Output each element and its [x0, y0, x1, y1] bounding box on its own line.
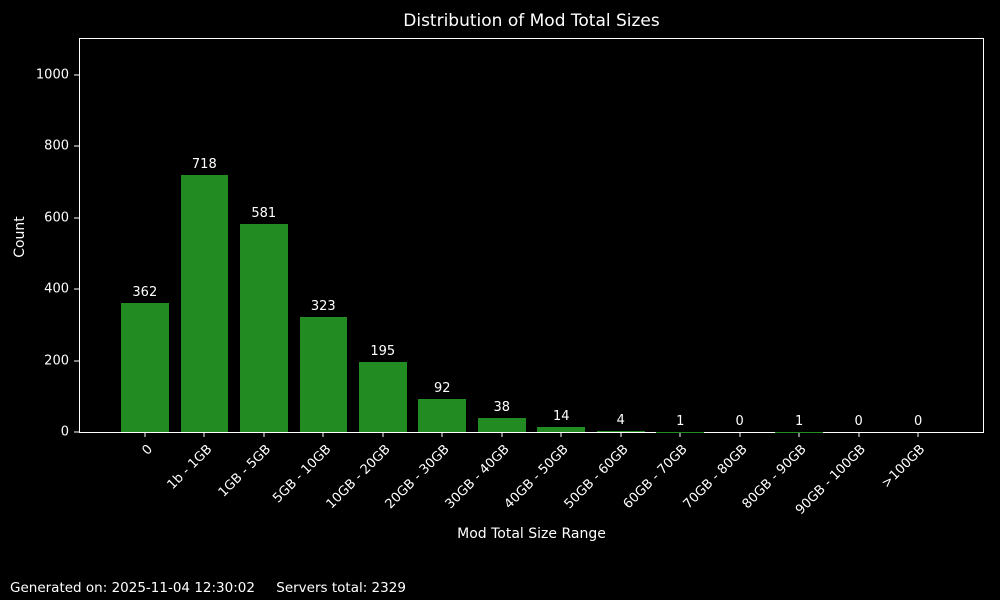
x-tick: [798, 433, 800, 437]
bar-value-label: 581: [251, 206, 277, 222]
x-tick: [679, 433, 681, 437]
y-tick: [74, 145, 79, 147]
x-tick: [501, 433, 503, 437]
y-tick: [74, 217, 79, 219]
bar: [240, 224, 288, 432]
chart-title: Distribution of Mod Total Sizes: [403, 11, 660, 31]
x-tick: [858, 433, 860, 437]
x-tick: [620, 433, 622, 437]
x-tick-label: 1b - 1GB: [164, 442, 215, 493]
x-tick: [739, 433, 741, 437]
x-tick: [322, 433, 324, 437]
bar: [418, 399, 467, 432]
x-tick-label: >100GB: [879, 442, 929, 492]
bar-value-label: 195: [370, 344, 396, 360]
x-tick: [441, 433, 443, 437]
y-tick-label: 0: [60, 424, 69, 440]
x-axis-label: Mod Total Size Range: [457, 526, 606, 542]
x-tick-label: 0: [138, 442, 156, 459]
bar-value-label: 0: [854, 414, 863, 429]
y-tick-label: 600: [44, 210, 69, 226]
x-tick: [560, 433, 562, 437]
y-tick-label: 400: [44, 281, 69, 297]
servers-total: Servers total: 2329: [276, 580, 406, 596]
bar-value-label: 0: [735, 414, 744, 429]
x-tick: [382, 433, 384, 437]
bar-value-label: 92: [433, 381, 451, 397]
x-tick-label: 1GB - 5GB: [216, 442, 275, 501]
bar-value-label: 362: [132, 284, 158, 300]
y-axis-label: Count: [12, 216, 28, 258]
bar-value-label: 1: [676, 413, 685, 429]
y-tick-label: 1000: [35, 67, 69, 83]
y-tick: [74, 74, 79, 76]
bar-value-label: 718: [191, 157, 217, 173]
x-tick: [263, 433, 265, 437]
y-tick: [74, 288, 79, 290]
bar: [358, 362, 407, 432]
bar-value-label: 323: [310, 298, 336, 314]
bar: [596, 430, 645, 432]
plot-area: 362 0 718 1b - 1GB 581 1GB - 5GB 323 5GB - 10GB…: [36, 38, 984, 518]
x-tick: [203, 433, 205, 437]
bar: [121, 302, 169, 432]
bar-value-label: 38: [493, 400, 511, 416]
bar: [180, 175, 229, 432]
bar-value-label: 1: [795, 413, 804, 429]
y-tick-label: 800: [44, 138, 69, 154]
y-tick: [74, 431, 79, 433]
bar-value-label: 4: [616, 412, 625, 428]
bar-value-label: 0: [914, 414, 923, 429]
x-tick: [917, 433, 919, 437]
bar: [477, 418, 526, 432]
y-tick: [74, 360, 79, 362]
y-tick-label: 200: [44, 353, 69, 369]
bar-value-label: 14: [552, 409, 570, 424]
generated-timestamp: Generated on: 2025-11-04 12:30:02: [10, 580, 255, 596]
x-tick-label: 5GB - 10GB: [269, 442, 334, 507]
bar: [299, 316, 348, 432]
x-tick: [144, 433, 146, 437]
bar: [537, 427, 586, 432]
footer: Generated on: 2025-11-04 12:30:02 Server…: [10, 580, 406, 596]
